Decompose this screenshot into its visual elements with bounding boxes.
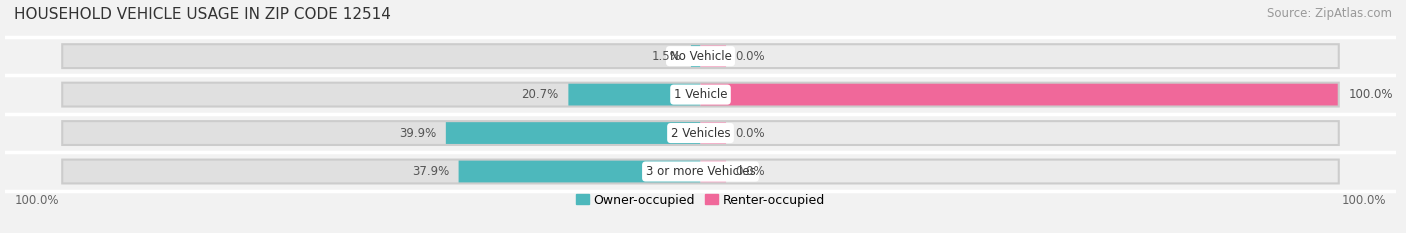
Text: No Vehicle: No Vehicle — [669, 50, 731, 63]
Text: Source: ZipAtlas.com: Source: ZipAtlas.com — [1267, 7, 1392, 20]
FancyBboxPatch shape — [568, 83, 700, 106]
Text: 37.9%: 37.9% — [412, 165, 449, 178]
Text: 0.0%: 0.0% — [735, 127, 765, 140]
Text: 2 Vehicles: 2 Vehicles — [671, 127, 730, 140]
Text: 100.0%: 100.0% — [1341, 194, 1386, 207]
FancyBboxPatch shape — [700, 160, 1339, 183]
Text: 1 Vehicle: 1 Vehicle — [673, 88, 727, 101]
Text: 1.5%: 1.5% — [651, 50, 682, 63]
FancyBboxPatch shape — [62, 44, 700, 68]
FancyBboxPatch shape — [62, 121, 700, 145]
FancyBboxPatch shape — [700, 83, 1339, 106]
Text: 0.0%: 0.0% — [735, 165, 765, 178]
FancyBboxPatch shape — [700, 83, 1339, 106]
FancyBboxPatch shape — [700, 121, 1339, 145]
FancyBboxPatch shape — [458, 160, 700, 183]
Text: 20.7%: 20.7% — [522, 88, 558, 101]
Text: 100.0%: 100.0% — [14, 194, 59, 207]
FancyBboxPatch shape — [700, 44, 1339, 68]
FancyBboxPatch shape — [446, 121, 700, 145]
FancyBboxPatch shape — [690, 44, 700, 68]
Text: 39.9%: 39.9% — [399, 127, 436, 140]
FancyBboxPatch shape — [700, 121, 725, 145]
Text: HOUSEHOLD VEHICLE USAGE IN ZIP CODE 12514: HOUSEHOLD VEHICLE USAGE IN ZIP CODE 1251… — [14, 7, 391, 22]
FancyBboxPatch shape — [62, 83, 700, 106]
Legend: Owner-occupied, Renter-occupied: Owner-occupied, Renter-occupied — [576, 194, 825, 206]
Text: 3 or more Vehicles: 3 or more Vehicles — [645, 165, 755, 178]
FancyBboxPatch shape — [700, 44, 725, 68]
FancyBboxPatch shape — [62, 160, 700, 183]
Text: 0.0%: 0.0% — [735, 50, 765, 63]
Text: 100.0%: 100.0% — [1348, 88, 1393, 101]
FancyBboxPatch shape — [700, 160, 725, 183]
